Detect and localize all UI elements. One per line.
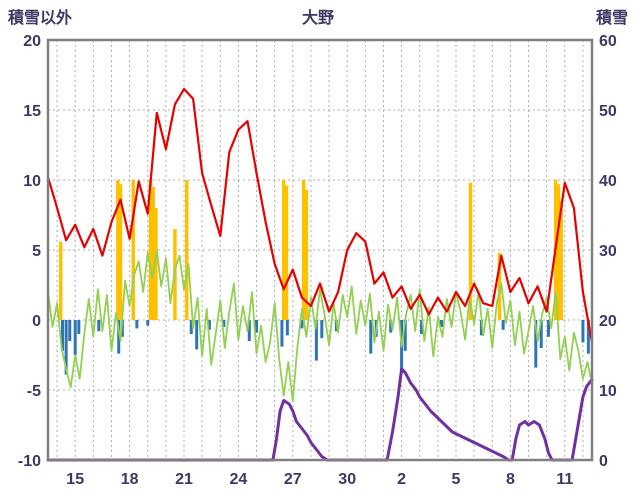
temperature-line bbox=[46, 87, 594, 344]
precip-bars-bar bbox=[586, 320, 590, 354]
precip-bars-bar bbox=[403, 320, 407, 351]
x-tick-label: 11 bbox=[556, 471, 573, 488]
precip-bars-bar bbox=[77, 320, 81, 334]
right-tick-label: 30 bbox=[599, 243, 617, 260]
right-tick-label: 60 bbox=[599, 33, 617, 50]
precip-bars-bar bbox=[300, 320, 304, 329]
sunshine-bars-bar bbox=[184, 180, 189, 320]
precip-bars-bar bbox=[546, 320, 550, 337]
left-axis-title: 積雪以外 bbox=[7, 8, 72, 27]
precip-bars-bar bbox=[369, 320, 373, 354]
sunshine-bars-bar bbox=[468, 182, 473, 320]
precip-bars-bar bbox=[534, 320, 538, 368]
precip-bars-bar bbox=[539, 320, 543, 348]
sunshine-bars-bar bbox=[58, 241, 63, 320]
right-tick-label: 40 bbox=[599, 173, 617, 190]
precip-bars-bar bbox=[420, 320, 424, 334]
x-tick-label: 30 bbox=[338, 471, 356, 488]
sunshine-bars-bar bbox=[559, 201, 563, 320]
gridlines bbox=[48, 39, 592, 461]
precip-bars-bar bbox=[581, 320, 585, 343]
x-tick-label: 5 bbox=[452, 471, 461, 488]
right-tick-label: 0 bbox=[599, 453, 608, 470]
temperature-line bbox=[46, 87, 594, 344]
left-tick-label: 15 bbox=[23, 103, 41, 120]
sunshine-bars-bar bbox=[148, 180, 153, 320]
green-line bbox=[47, 249, 593, 403]
x-tick-label: 27 bbox=[284, 471, 302, 488]
left-tick-label: 0 bbox=[32, 313, 41, 330]
precip-bars-bar bbox=[255, 320, 259, 333]
snow-depth-line bbox=[46, 367, 594, 462]
right-tick-label: 20 bbox=[599, 313, 617, 330]
x-tick-label: 15 bbox=[66, 471, 84, 488]
x-tick-label: 8 bbox=[506, 471, 515, 488]
precip-bars-bar bbox=[117, 320, 121, 354]
precip-bars-bar bbox=[320, 320, 324, 339]
precip-bars-bar bbox=[97, 320, 101, 332]
sunshine-bars-bar bbox=[284, 185, 289, 320]
plot-frame bbox=[46, 38, 594, 462]
sunshine-bars-bar bbox=[281, 180, 286, 320]
sunshine-bars-bar bbox=[154, 208, 158, 320]
left-tick-label: 20 bbox=[23, 33, 41, 50]
precip-bars-bar bbox=[195, 320, 199, 350]
precip-bars-bar bbox=[314, 320, 318, 361]
precip-bars-bar bbox=[189, 320, 193, 334]
sunshine-bars-bar bbox=[151, 187, 155, 320]
precip-bars-bar bbox=[280, 320, 284, 347]
sunshine-bars-bar bbox=[131, 180, 135, 320]
precip-bars-bar bbox=[146, 320, 150, 326]
precip-bars-bar bbox=[479, 320, 483, 336]
x-tick-label: 21 bbox=[175, 471, 193, 488]
precip-bars-bar bbox=[389, 320, 393, 333]
precip-bars-bar bbox=[207, 320, 211, 330]
sunshine-bars-bar bbox=[301, 180, 306, 320]
left-tick-label: 10 bbox=[23, 173, 41, 190]
precip-bars-bar bbox=[64, 320, 68, 375]
precip-bars-bar bbox=[73, 320, 77, 355]
x-tick-label: 2 bbox=[397, 471, 406, 488]
x-tick-label: 24 bbox=[230, 471, 248, 488]
sunshine-bars-bar bbox=[304, 189, 309, 320]
sunshine-bars-bar bbox=[497, 252, 502, 320]
chart-series bbox=[46, 87, 594, 462]
green-line bbox=[47, 249, 593, 403]
x-tick-label: 18 bbox=[121, 471, 139, 488]
precip-bars-bar bbox=[439, 320, 443, 327]
left-tick-label: -5 bbox=[27, 383, 41, 400]
left-tick-label: -10 bbox=[18, 453, 41, 470]
sunshine-bars-bar bbox=[116, 180, 120, 320]
right-axis-title: 積雪 bbox=[595, 8, 628, 27]
chart-title: 大野 bbox=[302, 8, 334, 27]
precip-bars-bar bbox=[501, 320, 505, 330]
precip-bars-bar bbox=[222, 320, 226, 327]
sunshine-bars-bar bbox=[556, 184, 561, 320]
precip-bars-bar bbox=[68, 320, 72, 341]
plot-border bbox=[46, 38, 594, 462]
snow-depth-line bbox=[46, 367, 594, 462]
precip-bars-bar bbox=[247, 320, 251, 341]
left-tick-label: 5 bbox=[32, 243, 41, 260]
right-tick-label: 50 bbox=[599, 103, 617, 120]
precip-bars-bar bbox=[135, 320, 139, 329]
precip-bars-bar bbox=[285, 320, 289, 336]
precip-bars-bar bbox=[61, 320, 65, 351]
sunshine-bars-bar bbox=[118, 184, 123, 320]
right-tick-label: 10 bbox=[599, 383, 617, 400]
